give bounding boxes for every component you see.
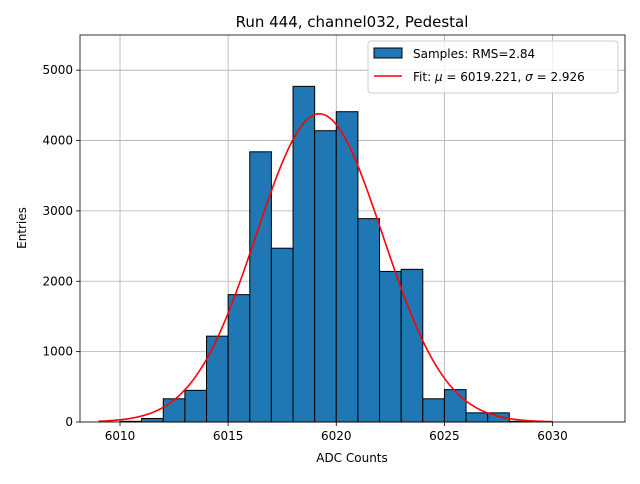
y-tick-label: 0: [65, 415, 73, 429]
y-tick-label: 3000: [42, 204, 73, 218]
histogram-bar: [400, 268, 424, 423]
histogram-bar: [141, 417, 164, 423]
x-tick-label: 6020: [321, 429, 352, 443]
histogram-bar: [422, 398, 445, 423]
x-axis-ticks: 6010 6015 6020 6025 6030: [105, 422, 568, 443]
histogram-bar: [249, 151, 272, 423]
histogram-bar: [270, 247, 294, 423]
histogram-bar: [162, 398, 186, 423]
histogram-bar: [227, 294, 251, 423]
histogram-bar: [314, 130, 337, 423]
y-tick-label: 5000: [42, 63, 73, 77]
x-tick-label: 6010: [105, 429, 136, 443]
x-tick-label: 6025: [429, 429, 460, 443]
y-tick-label: 1000: [42, 345, 73, 359]
fit-curve: [98, 113, 553, 423]
histogram-bar: [465, 412, 489, 423]
plot-frame: [79, 34, 626, 423]
y-axis-ticks: 0 1000 2000 3000 4000 5000: [42, 63, 80, 429]
y-tick-label: 4000: [42, 134, 73, 148]
histogram-bar: [184, 389, 208, 423]
x-tick-label: 6015: [213, 429, 244, 443]
fit-curve-group: [98, 113, 553, 423]
legend-fit-label: Fit: μ = 6019.221, σ = 2.926: [413, 70, 585, 84]
x-axis-label: ADC Counts: [316, 451, 388, 465]
y-tick-label: 2000: [42, 274, 73, 288]
legend-box: [367, 40, 619, 94]
x-tick-label: 6030: [537, 429, 568, 443]
chart-title: Run 444, channel032, Pedestal: [236, 13, 469, 31]
legend-histogram-label: Samples: RMS=2.84: [413, 47, 535, 61]
histogram-bar: [357, 218, 381, 423]
legend-histogram-swatch: [373, 47, 403, 59]
legend: Samples: RMS=2.84 Fit: μ = 6019.221, σ =…: [367, 40, 619, 94]
histogram-bar: [443, 389, 467, 423]
histogram-bars: [119, 85, 532, 423]
histogram-bar: [206, 335, 229, 423]
y-axis-label: Entries: [15, 207, 29, 249]
histogram-bar: [292, 85, 316, 423]
histogram-bar: [379, 270, 402, 423]
